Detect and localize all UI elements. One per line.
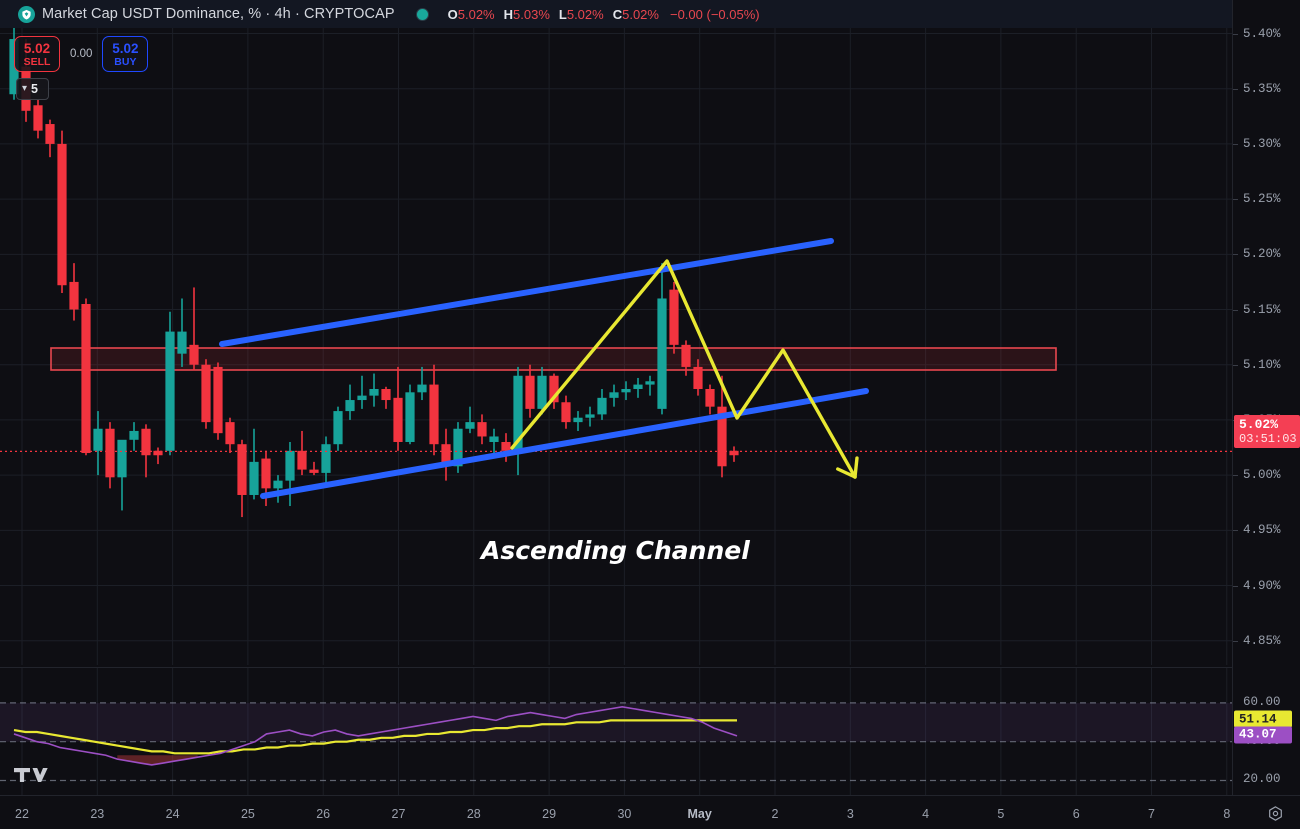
current-price-value: 5.02% <box>1239 417 1279 432</box>
time-axis-tick: 26 <box>316 807 331 821</box>
series-color-dot[interactable] <box>415 7 429 21</box>
price-axis-tick-mark <box>1233 254 1238 256</box>
time-axis-tick: 28 <box>466 807 481 821</box>
time-axis-tick: 3 <box>846 807 854 821</box>
price-axis-tick: 5.40% <box>1243 26 1281 41</box>
quantity-value: 5 <box>31 82 38 96</box>
ohlc-c-value: 5.02% <box>622 6 659 22</box>
chart-header: Market Cap USDT Dominance, % · 4h · CRYP… <box>0 0 1232 28</box>
price-axis-tick-mark <box>1233 585 1238 587</box>
ohlc-l-value: 5.02% <box>566 6 604 22</box>
time-axis-tick: 2 <box>771 807 779 821</box>
price-axis-tick-mark <box>1233 143 1238 145</box>
price-chart-pane[interactable] <box>0 28 1232 665</box>
time-axis-tick: 4 <box>922 807 930 821</box>
price-axis-tick: 5.30% <box>1243 136 1281 151</box>
price-axis-tick-mark <box>1233 199 1238 201</box>
indicator-axis-tick: 20.00 <box>1243 772 1281 787</box>
buy-label: BUY <box>114 55 137 68</box>
rsi-plot <box>0 668 1232 795</box>
time-axis-tick: 30 <box>617 807 632 821</box>
ohlc-change: −0.00 (−0.05%) <box>669 6 760 22</box>
price-axis-tick: 4.95% <box>1243 523 1281 538</box>
time-axis-tick: 6 <box>1072 807 1080 821</box>
price-axis-tick-mark <box>1233 364 1238 366</box>
price-axis-tick: 5.20% <box>1243 247 1281 262</box>
buy-price: 5.02 <box>112 40 139 56</box>
ohlc-h-value: 5.03% <box>513 6 550 22</box>
time-axis-tick: 8 <box>1223 807 1231 821</box>
time-axis-tick: 24 <box>165 807 180 821</box>
hexagon-settings-icon[interactable] <box>1267 805 1284 822</box>
price-axis-tick: 5.10% <box>1243 357 1281 372</box>
ma-value-badge[interactable]: 51.14 <box>1234 710 1292 728</box>
spread-value: 0.00 <box>70 48 93 60</box>
price-axis-tick-mark <box>1233 88 1238 90</box>
price-axis-tick-mark <box>1233 530 1238 532</box>
rsi-value: 43.07 <box>1239 727 1277 742</box>
ohlc-c-label: C <box>612 6 623 22</box>
time-axis-tick: 7 <box>1148 807 1155 821</box>
channel-annotation-label[interactable]: Ascending Channel <box>481 536 750 565</box>
indicator-axis-tick: 60.00 <box>1243 694 1281 709</box>
ohlc-o-value: 5.02% <box>457 6 495 22</box>
time-axis-tick: 27 <box>391 807 406 821</box>
ohlc-values: O 5.02% H 5.03% L 5.02% C 5.02% −0.00 (−0.05… <box>448 7 760 22</box>
price-axis-tick: 4.85% <box>1243 633 1281 648</box>
ohlc-l-label: L <box>558 6 567 22</box>
price-axis[interactable]: 5.40%5.35%5.30%5.25%5.20%5.15%5.10%5.05%… <box>1232 0 1300 795</box>
time-axis-tick: 25 <box>240 807 255 821</box>
tradingview-logo <box>14 763 50 788</box>
rsi-indicator-pane[interactable] <box>0 667 1232 795</box>
current-price-badge[interactable]: 5.02% 03:51:03 <box>1234 415 1300 448</box>
quantity-stepper[interactable]: ▾ 5 <box>16 78 49 100</box>
time-axis-tick: 5 <box>997 807 1005 821</box>
ohlc-h-label: H <box>503 6 514 22</box>
bar-countdown: 03:51:03 <box>1239 432 1297 446</box>
price-axis-tick: 5.25% <box>1243 192 1281 207</box>
trade-panel: 5.02 SELL 0.00 5.02 BUY <box>14 36 149 72</box>
price-axis-tick-mark <box>1233 309 1238 311</box>
sell-price: 5.02 <box>23 40 51 56</box>
ma-value: 51.14 <box>1239 712 1277 727</box>
price-axis-tick-mark <box>1233 640 1238 642</box>
diamond-shield-icon <box>18 5 35 23</box>
buy-button[interactable]: 5.02 BUY <box>102 36 149 72</box>
sell-button[interactable]: 5.02 SELL <box>14 36 60 72</box>
rsi-value-badge[interactable]: 43.07 <box>1234 726 1292 744</box>
price-axis-tick: 5.35% <box>1243 81 1281 96</box>
price-axis-tick-mark <box>1233 475 1238 477</box>
time-axis-tick: 22 <box>15 807 29 821</box>
chevron-down-icon: ▾ <box>22 83 28 94</box>
time-axis[interactable]: 22 23 24 25 26 27 28 29 30 May 2 3 4 5 6 7 8 <box>0 795 1300 829</box>
price-plot <box>0 28 1232 665</box>
symbol-title[interactable]: Market Cap USDT Dominance, % · 4h · CRYP… <box>42 6 395 22</box>
price-axis-tick: 5.00% <box>1243 468 1281 483</box>
price-axis-tick-mark <box>1233 33 1238 35</box>
ohlc-o-label: O <box>447 6 458 22</box>
price-axis-tick: 4.90% <box>1243 578 1281 593</box>
time-axis-tick: 23 <box>90 807 105 821</box>
price-axis-tick: 5.15% <box>1243 302 1281 317</box>
sell-label: SELL <box>23 55 51 68</box>
time-axis-tick: 29 <box>542 807 557 821</box>
time-axis-tick: May <box>687 807 712 821</box>
